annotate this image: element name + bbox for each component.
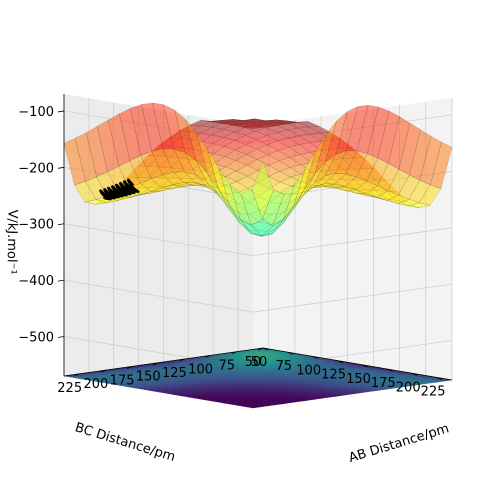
y-tick-label: 150 xyxy=(346,372,371,387)
y-tick-label: 200 xyxy=(396,380,421,395)
z-tick-label: −100 xyxy=(18,105,54,120)
z-tick-mark xyxy=(57,336,65,338)
surface-patch xyxy=(119,108,142,161)
y-tick-label: 175 xyxy=(371,376,396,391)
z-tick-label: −300 xyxy=(18,218,54,233)
surface-patch xyxy=(74,181,97,203)
surface-patch xyxy=(201,134,225,145)
surface-patch xyxy=(386,194,410,204)
x-tick-label: 200 xyxy=(83,377,108,392)
surface-patch xyxy=(211,119,234,124)
z-tick-mark xyxy=(57,279,65,282)
surface-patch xyxy=(225,170,248,182)
grid-line-z xyxy=(63,223,453,257)
surface-patch xyxy=(251,160,274,220)
surface-patch xyxy=(268,160,291,172)
surface-patch xyxy=(251,218,274,237)
surface-patch xyxy=(234,135,257,145)
surface-patch xyxy=(293,150,316,206)
x-tick-label: 225 xyxy=(57,381,82,396)
x-tick-label: 50 xyxy=(245,355,262,370)
surface-patch xyxy=(262,189,285,227)
surface-patch xyxy=(272,184,295,227)
z-tick-label: −500 xyxy=(18,331,54,346)
z-tick-label: −200 xyxy=(18,161,54,176)
surface-patch xyxy=(63,138,86,186)
surface-patch xyxy=(276,129,300,139)
surface-patch xyxy=(139,190,162,195)
x-axis-line xyxy=(262,347,453,381)
surface-patch xyxy=(430,141,453,190)
contour-cell xyxy=(245,405,261,409)
x-tick-label: 175 xyxy=(110,373,135,388)
x-tick-label: 125 xyxy=(162,366,187,381)
surface-patch xyxy=(388,116,411,170)
surface-patch xyxy=(367,106,390,159)
surface-patch xyxy=(325,111,348,163)
x-tick-label: 150 xyxy=(136,370,161,385)
surface-patch xyxy=(314,120,337,174)
surface-patch xyxy=(85,126,108,178)
y-tick-label: 100 xyxy=(296,363,321,378)
surface-patch xyxy=(163,104,186,153)
surface-patch xyxy=(419,135,442,186)
z-axis-label: V/kJ.mol⁻¹ xyxy=(3,209,19,274)
y-axis-label: BC Distance/pm xyxy=(73,420,177,465)
surface-patch xyxy=(151,148,174,176)
surface-patch xyxy=(200,127,224,136)
surface-patch xyxy=(335,106,358,155)
grid-line-z xyxy=(63,279,453,313)
y-tick-label: 50 xyxy=(251,355,268,370)
surface-patch xyxy=(139,178,163,192)
surface-patch xyxy=(304,134,327,190)
surface-patch xyxy=(409,129,432,181)
tick-marks xyxy=(57,94,453,381)
trajectory xyxy=(99,178,140,201)
y-tick-label: 125 xyxy=(321,368,346,383)
y-tick-label: 75 xyxy=(276,359,293,374)
surface-patch xyxy=(223,140,247,151)
surface-patch xyxy=(398,122,421,176)
z-tick-mark xyxy=(57,110,65,113)
x-tick-label: 100 xyxy=(188,362,213,377)
surface-patch xyxy=(196,132,219,189)
surface-patch xyxy=(377,110,400,164)
surface-patch xyxy=(221,119,245,126)
y-axis-line xyxy=(63,347,264,377)
surface-patch xyxy=(161,171,185,185)
surface-patch xyxy=(288,144,311,155)
surface-patch xyxy=(218,168,241,220)
surface-patch xyxy=(283,168,306,220)
contour-projection xyxy=(63,347,453,409)
z-tick-mark xyxy=(57,223,65,226)
z-tick-mark xyxy=(57,166,65,169)
surface-patch xyxy=(356,105,379,154)
x-tick-label: 75 xyxy=(219,359,236,374)
trajectory-line xyxy=(99,178,140,201)
x-axis-label: AB Distance/pm xyxy=(347,421,451,466)
y-tick-label: 225 xyxy=(421,385,446,400)
surface-patch xyxy=(346,105,369,152)
z-tick-label: −400 xyxy=(18,274,54,289)
